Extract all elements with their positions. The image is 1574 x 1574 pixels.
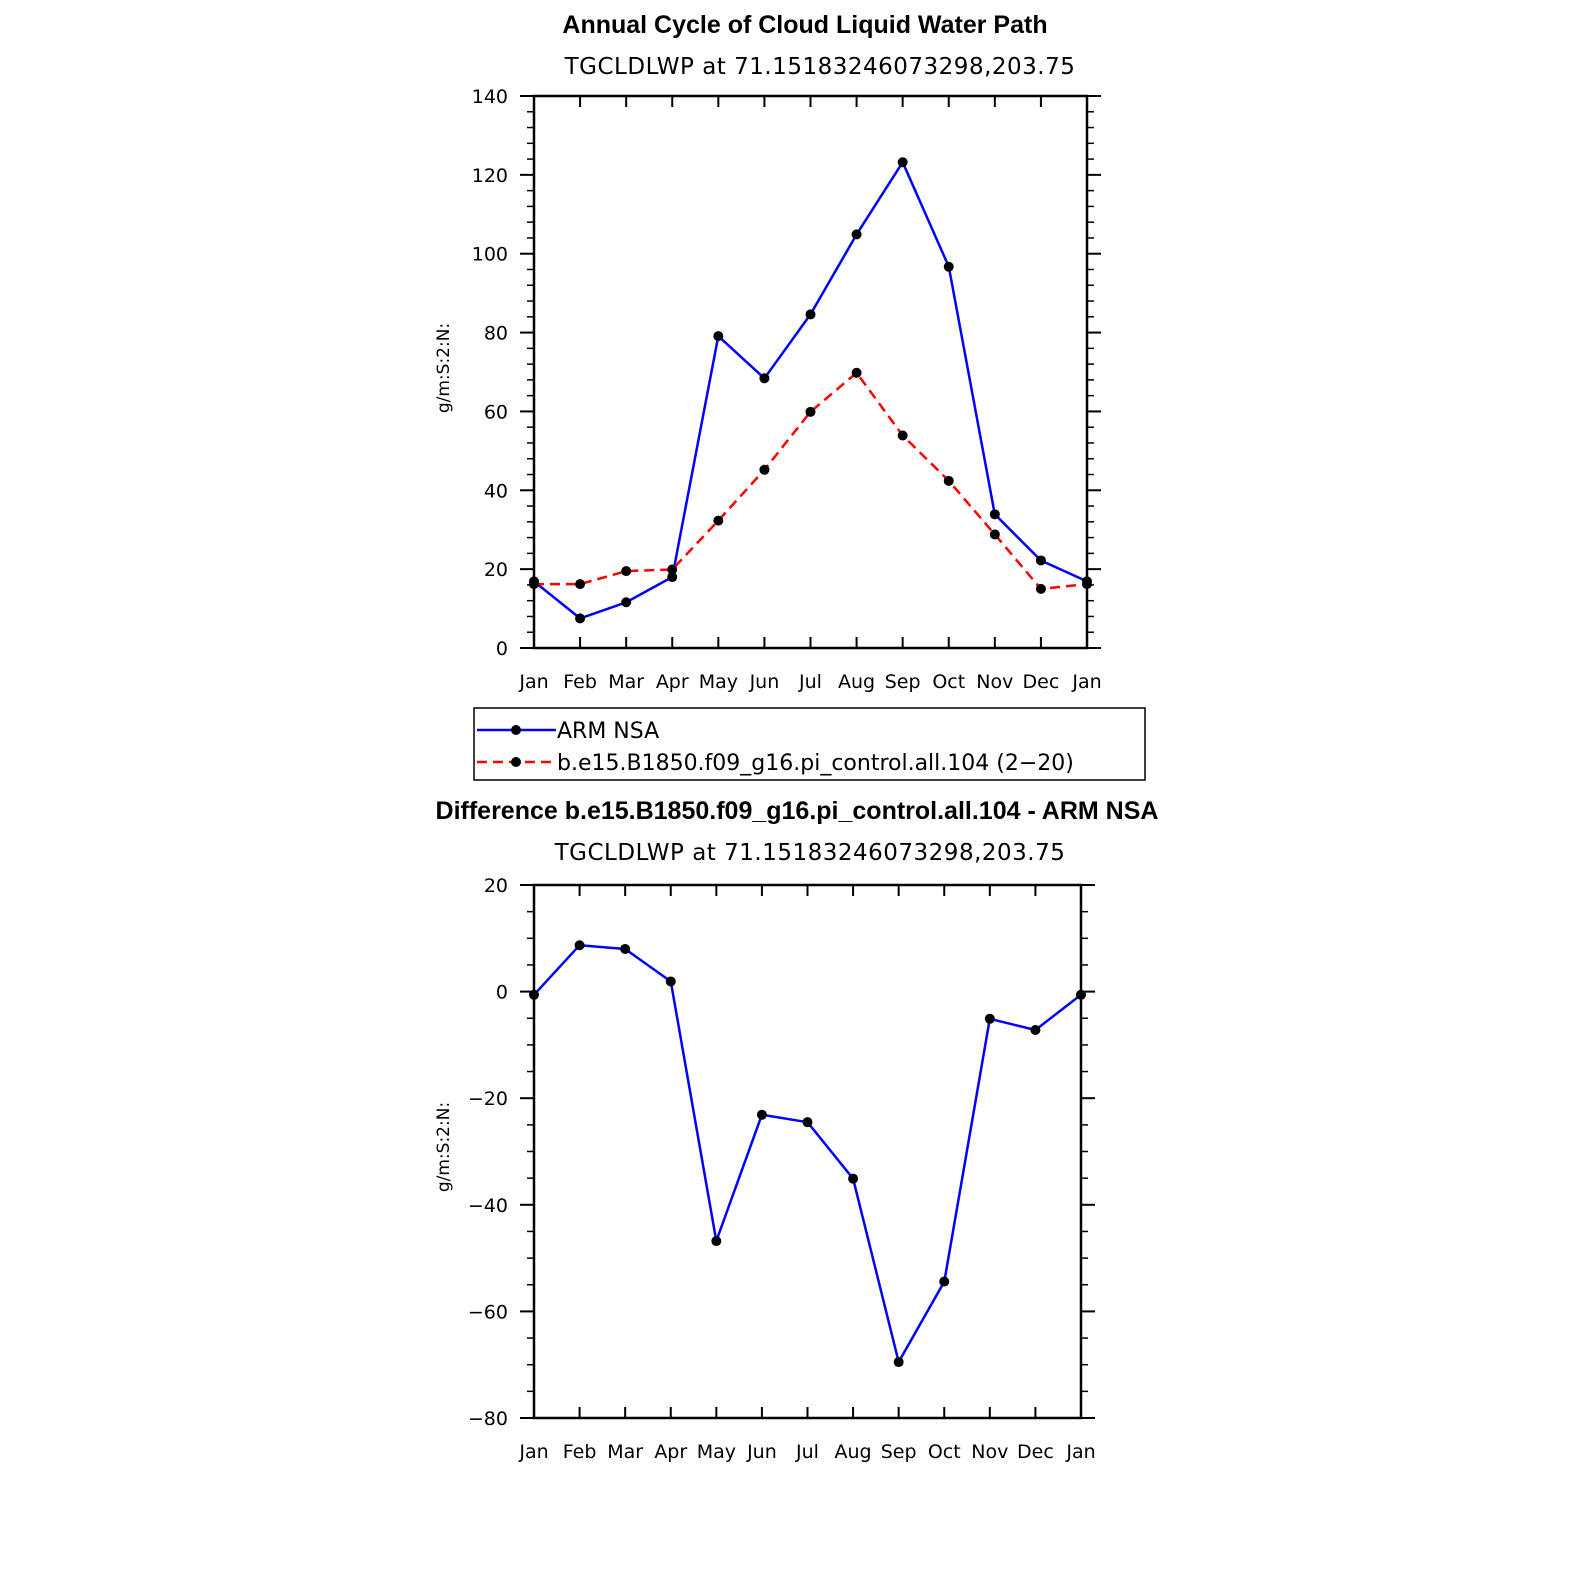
- top-series-0-point: [989, 509, 1000, 520]
- top-series-0-point: [759, 373, 770, 384]
- top-chart-panel: Annual Cycle of Cloud Liquid Water Path …: [434, 11, 1102, 693]
- top-series-1-point: [621, 566, 632, 577]
- bottom-x-tick-label: Feb: [563, 1441, 597, 1463]
- bottom-series-0-point: [574, 940, 585, 951]
- top-x-tick-label: May: [699, 671, 738, 693]
- bottom-x-tick-label: Oct: [928, 1441, 961, 1463]
- top-series-line-1: [534, 371, 1088, 591]
- top-series-1-point: [851, 367, 862, 378]
- top-series-0-point: [851, 229, 862, 240]
- bottom-series-0-point: [529, 989, 539, 1000]
- bottom-series-0-point: [756, 1109, 767, 1120]
- top-y-tick-label: 60: [484, 401, 508, 423]
- top-series-1-point: [1035, 583, 1046, 594]
- top-y-tick-label: 80: [484, 323, 508, 345]
- bottom-x-tick-label: Sep: [881, 1441, 917, 1463]
- top-y-tick-label: 140: [472, 86, 508, 108]
- bottom-chart-y-axis-label: g/m:S:2:N:: [434, 1102, 454, 1192]
- top-chart-subtitle: TGCLDLWP at 71.15183246073298,203.75: [564, 54, 1076, 80]
- top-series-line-0: [533, 160, 1088, 620]
- top-x-tick-label: Jan: [1071, 671, 1101, 693]
- top-series-1-point: [529, 579, 539, 590]
- top-plot-frame: [532, 94, 1089, 650]
- top-series-0-point: [621, 597, 632, 608]
- top-y-tick-label: 40: [484, 480, 508, 502]
- top-x-tick-label: Jun: [749, 671, 780, 693]
- top-chart-title: Annual Cycle of Cloud Liquid Water Path: [562, 11, 1047, 39]
- bottom-y-tick-label: −20: [468, 1088, 508, 1110]
- top-x-tick-label: Oct: [932, 671, 965, 693]
- bottom-x-tick-label: Jan: [518, 1441, 548, 1463]
- top-y-tick-label: 20: [484, 559, 508, 581]
- bottom-y-tick-label: −60: [468, 1301, 508, 1323]
- top-x-tick-label: Jul: [798, 671, 822, 693]
- legend-entry-arm-nsa: ARM NSA: [477, 719, 659, 744]
- bottom-y-tick-label: −40: [468, 1195, 508, 1217]
- top-x-tick-label: Feb: [563, 671, 597, 693]
- top-chart-legend: ARM NSA b.e15.B1850.f09_g16.pi_control.a…: [473, 707, 1146, 781]
- bottom-series-0-point: [665, 976, 676, 987]
- legend-label-arm-nsa: ARM NSA: [557, 719, 659, 744]
- bottom-x-tick-label: Jan: [1065, 1441, 1095, 1463]
- legend-entry-model: b.e15.B1850.f09_g16.pi_control.all.104 (…: [477, 751, 1074, 776]
- top-x-tick-label: Aug: [838, 671, 875, 693]
- top-series-0-point: [575, 613, 586, 624]
- top-series-0-point: [713, 331, 724, 342]
- top-x-tick-label: Jan: [518, 671, 548, 693]
- top-chart-y-axis-label: g/m:S:2:N:: [434, 323, 454, 413]
- top-series-1-point: [713, 515, 724, 526]
- bottom-series-0-point: [984, 1013, 995, 1024]
- top-x-tick-label: Nov: [976, 671, 1013, 693]
- bottom-series-0-point: [1076, 989, 1086, 1000]
- bottom-series-0-point: [620, 943, 631, 954]
- bottom-x-tick-label: Mar: [607, 1441, 643, 1463]
- top-y-tick-label: 120: [472, 165, 508, 187]
- bottom-y-tick-label: 0: [496, 982, 508, 1004]
- top-series-1-point: [1082, 579, 1092, 590]
- bottom-chart-subtitle: TGCLDLWP at 71.15183246073298,203.75: [554, 840, 1066, 866]
- legend-label-model: b.e15.B1850.f09_g16.pi_control.all.104 (…: [557, 751, 1074, 776]
- top-x-tick-label: Mar: [608, 671, 644, 693]
- top-series-1-point: [805, 406, 816, 417]
- bottom-chart-panel: Difference b.e15.B1850.f09_g16.pi_contro…: [434, 797, 1158, 1463]
- legend-marker-arm-nsa: [511, 725, 521, 735]
- bottom-x-tick-label: May: [697, 1441, 736, 1463]
- top-series-0-point: [1035, 555, 1046, 566]
- top-series-1-point: [667, 564, 678, 575]
- top-series-1-point: [575, 579, 586, 590]
- bottom-x-tick-label: Aug: [835, 1441, 872, 1463]
- bottom-x-tick-label: Nov: [971, 1441, 1008, 1463]
- top-series-1-point: [989, 529, 1000, 540]
- legend-box: [473, 707, 1146, 781]
- top-y-tick-label: 100: [472, 244, 508, 266]
- bottom-x-tick-label: Jun: [746, 1441, 777, 1463]
- legend-marker-model: [511, 757, 521, 767]
- top-series-0-point: [667, 572, 678, 583]
- bottom-series-line-0: [533, 943, 1082, 1364]
- bottom-x-tick-label: Jul: [795, 1441, 819, 1463]
- top-x-tick-label: Sep: [885, 671, 921, 693]
- bottom-y-tick-label: 20: [484, 875, 508, 897]
- bottom-series-0-point: [711, 1236, 722, 1247]
- bottom-series-0-point: [939, 1276, 950, 1287]
- bottom-series-0-point: [848, 1173, 859, 1184]
- bottom-series-0-point: [802, 1117, 813, 1128]
- top-y-tick-label: 0: [496, 638, 508, 660]
- top-series-1-point: [759, 464, 770, 475]
- bottom-series-0-point: [893, 1357, 904, 1368]
- bottom-plot-frame: [532, 883, 1083, 1420]
- top-series-0-point: [943, 261, 954, 272]
- top-series-0-point: [897, 157, 908, 168]
- top-x-tick-label: Apr: [656, 671, 689, 693]
- top-series-1-point: [943, 475, 954, 486]
- top-x-tick-label: Dec: [1023, 671, 1060, 693]
- bottom-x-tick-label: Dec: [1017, 1441, 1054, 1463]
- bottom-series-0-point: [1030, 1024, 1041, 1035]
- bottom-chart-title: Difference b.e15.B1850.f09_g16.pi_contro…: [436, 797, 1159, 825]
- top-series-0-point: [805, 309, 816, 320]
- bottom-y-tick-label: −80: [468, 1408, 508, 1430]
- top-series-1-point: [897, 430, 908, 441]
- bottom-x-tick-label: Apr: [654, 1441, 687, 1463]
